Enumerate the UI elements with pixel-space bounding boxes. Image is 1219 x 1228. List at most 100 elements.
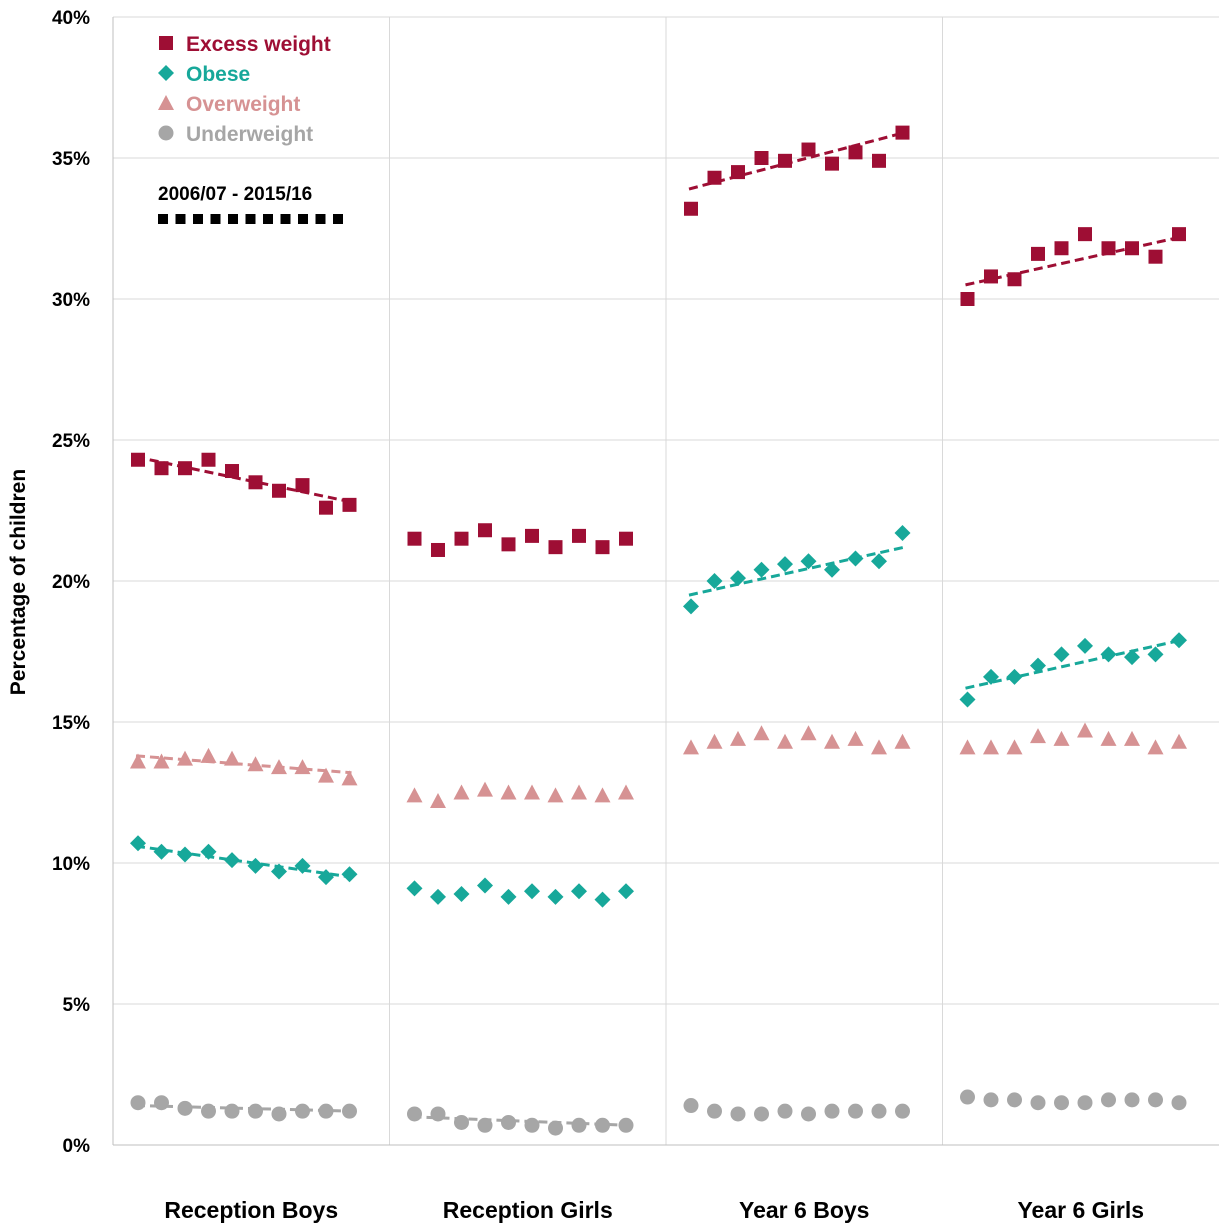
excess-weight-point <box>295 478 310 493</box>
overweight-point <box>1077 722 1093 738</box>
obese-point <box>847 550 864 567</box>
underweight-point <box>501 1114 516 1130</box>
obese-point <box>247 857 264 874</box>
overweight-point <box>983 739 999 755</box>
excess-weight-point <box>731 165 745 180</box>
excess-weight-point <box>801 142 816 157</box>
obese-point <box>800 553 817 570</box>
overweight-point <box>683 739 699 755</box>
overweight-point <box>477 781 493 797</box>
overweight-point <box>406 787 423 803</box>
excess-weight-point <box>131 452 145 467</box>
underweight-point <box>1171 1095 1187 1111</box>
underweight-point <box>707 1103 722 1119</box>
obese-point <box>294 857 311 874</box>
period-note: 2006/07 - 2015/16 <box>158 184 312 205</box>
overweight-point <box>618 784 634 800</box>
overweight-point <box>200 747 217 763</box>
underweight-point <box>248 1103 263 1119</box>
overweight-point <box>706 733 723 749</box>
underweight-point <box>430 1106 446 1122</box>
underweight-point <box>342 1103 357 1119</box>
overweight-point <box>271 759 287 775</box>
underweight-point <box>407 1106 422 1122</box>
excess-weight-point <box>848 145 863 160</box>
y-tick-label: 35% <box>52 149 90 170</box>
obese-point <box>983 668 999 685</box>
excess-weight-point <box>525 528 539 543</box>
excess-weight-point <box>225 464 239 479</box>
excess-weight-point <box>431 542 445 557</box>
y-tick-label: 30% <box>52 290 90 311</box>
obese-point <box>824 561 840 578</box>
obese-point <box>894 525 911 542</box>
obese-point <box>618 883 634 900</box>
obese-point <box>318 869 334 886</box>
excess-weight-point <box>1101 241 1116 256</box>
obese-point <box>200 843 217 860</box>
underweight-point <box>1007 1092 1022 1108</box>
underweight-point <box>960 1089 975 1105</box>
overweight-point <box>959 739 976 755</box>
obese-point <box>547 888 564 905</box>
y-tick-label: 25% <box>52 431 90 452</box>
overweight-point <box>824 733 840 749</box>
underweight-point <box>201 1103 216 1119</box>
overweight-point <box>800 725 817 741</box>
excess-weight-point <box>501 537 516 552</box>
overweight-point <box>1030 728 1046 744</box>
excess-weight-point <box>895 125 910 140</box>
y-tick-label: 20% <box>52 572 90 593</box>
underweight-point <box>824 1103 840 1119</box>
legend-label-obese: Obese <box>186 63 250 86</box>
overweight-point <box>847 730 864 746</box>
excess-weight-point <box>684 201 698 216</box>
underweight-point <box>801 1106 816 1122</box>
obese-point <box>341 866 358 883</box>
y-tick-label: 10% <box>52 854 90 875</box>
obese-point <box>871 553 887 570</box>
excess-weight-point <box>342 497 357 512</box>
underweight-point <box>754 1106 769 1122</box>
obese-point <box>706 573 723 589</box>
underweight-point <box>177 1100 193 1116</box>
underweight-point <box>730 1106 746 1122</box>
overweight-point <box>1053 730 1070 746</box>
overweight-point <box>1124 730 1140 746</box>
obese-point <box>1053 646 1070 663</box>
obese-point <box>1006 668 1023 685</box>
legend-label-excess-weight: Excess weight <box>186 33 331 56</box>
obese-point <box>500 888 517 905</box>
overweight-point <box>730 730 746 746</box>
overweight-point <box>318 767 334 783</box>
underweight-point <box>295 1103 310 1119</box>
excess-weight-point <box>1007 272 1022 287</box>
overweight-point <box>500 784 517 800</box>
obese-point <box>453 886 470 903</box>
overweight-point <box>130 753 146 769</box>
excess-weight-point <box>407 531 422 546</box>
excess-weight-point <box>619 531 633 546</box>
excess-weight-point <box>478 523 492 538</box>
obese-point <box>1077 637 1093 654</box>
underweight-point <box>1101 1092 1116 1108</box>
y-tick-label: 5% <box>63 995 91 1016</box>
obese-point <box>1147 646 1164 663</box>
data-markers <box>130 125 1187 1136</box>
underweight-point <box>1054 1095 1069 1111</box>
underweight-point <box>983 1092 999 1108</box>
excess-weight-trend-line <box>965 235 1182 287</box>
underweight-point <box>777 1103 793 1119</box>
underweight-point <box>1077 1095 1093 1111</box>
underweight-point <box>318 1103 334 1119</box>
overweight-point <box>777 733 793 749</box>
underweight-trend-line <box>412 1115 629 1127</box>
obese-point <box>730 570 746 587</box>
excess-weight-point <box>1172 227 1186 242</box>
underweight-point <box>683 1098 699 1114</box>
underweight-point <box>154 1095 169 1111</box>
obese-point <box>271 863 287 880</box>
obese-point <box>683 598 699 615</box>
underweight-legend-marker <box>158 125 174 141</box>
y-tick-label: 15% <box>52 713 90 734</box>
